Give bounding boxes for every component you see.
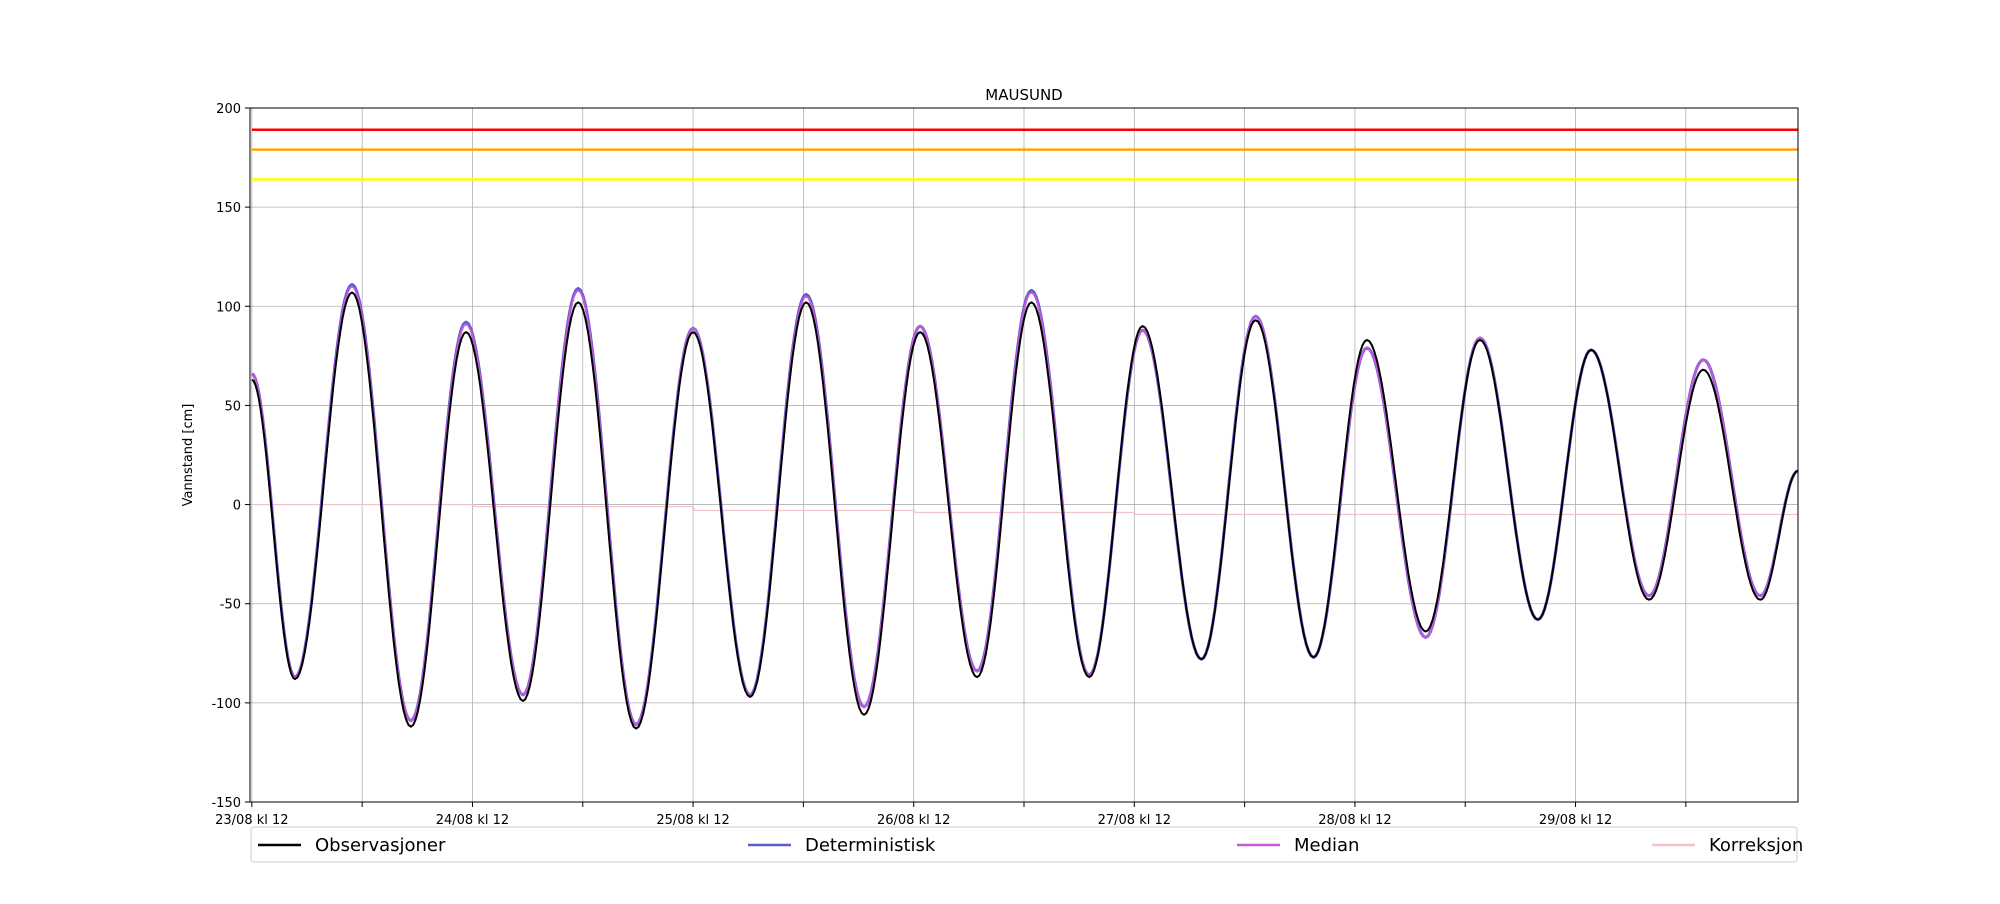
y-tick-label: 100 (216, 300, 241, 315)
x-tick-label: 24/08 kl 12 (436, 813, 509, 828)
y-tick-label: 200 (216, 102, 241, 117)
y-tick-label: -100 (211, 697, 241, 712)
chart-title: MAUSUND (985, 86, 1062, 104)
y-tick-label: 0 (233, 499, 241, 514)
tick-layer: -150 -100 -50 0 50 100 150 200 23/08 kl 12 24/08 … (211, 102, 1687, 828)
legend-box (250, 826, 1798, 863)
legend-label: Deterministisk (805, 835, 936, 856)
series-line-korreksjon (251, 504, 1798, 516)
x-tick-label: 27/08 kl 12 (1098, 813, 1171, 828)
legend: Observasjoner Deterministisk Median Korreks… (250, 826, 1803, 863)
y-tick-label: -150 (211, 796, 241, 811)
legend-label: Observasjoner (315, 835, 446, 856)
grid-layer (250, 108, 1798, 802)
series-line-median (251, 285, 1799, 726)
x-tick-label: 29/08 kl 12 (1539, 813, 1612, 828)
series-line-observasjoner (251, 291, 1799, 730)
x-tick-label: 26/08 kl 12 (877, 813, 950, 828)
threshold-layer (251, 128, 1798, 181)
x-tick-label: 23/08 kl 12 (215, 813, 288, 828)
series-layer (250, 283, 1799, 730)
legend-label: Median (1294, 835, 1359, 856)
y-tick-label: 150 (216, 201, 241, 216)
x-tick-label: 28/08 kl 12 (1318, 813, 1391, 828)
legend-label: Korreksjon (1709, 835, 1803, 856)
y-tick-label: 50 (224, 399, 241, 414)
x-tick-label: 25/08 kl 12 (656, 813, 729, 828)
y-axis-label: Vannstand [cm] (181, 404, 196, 507)
y-tick-label: -50 (220, 598, 241, 613)
